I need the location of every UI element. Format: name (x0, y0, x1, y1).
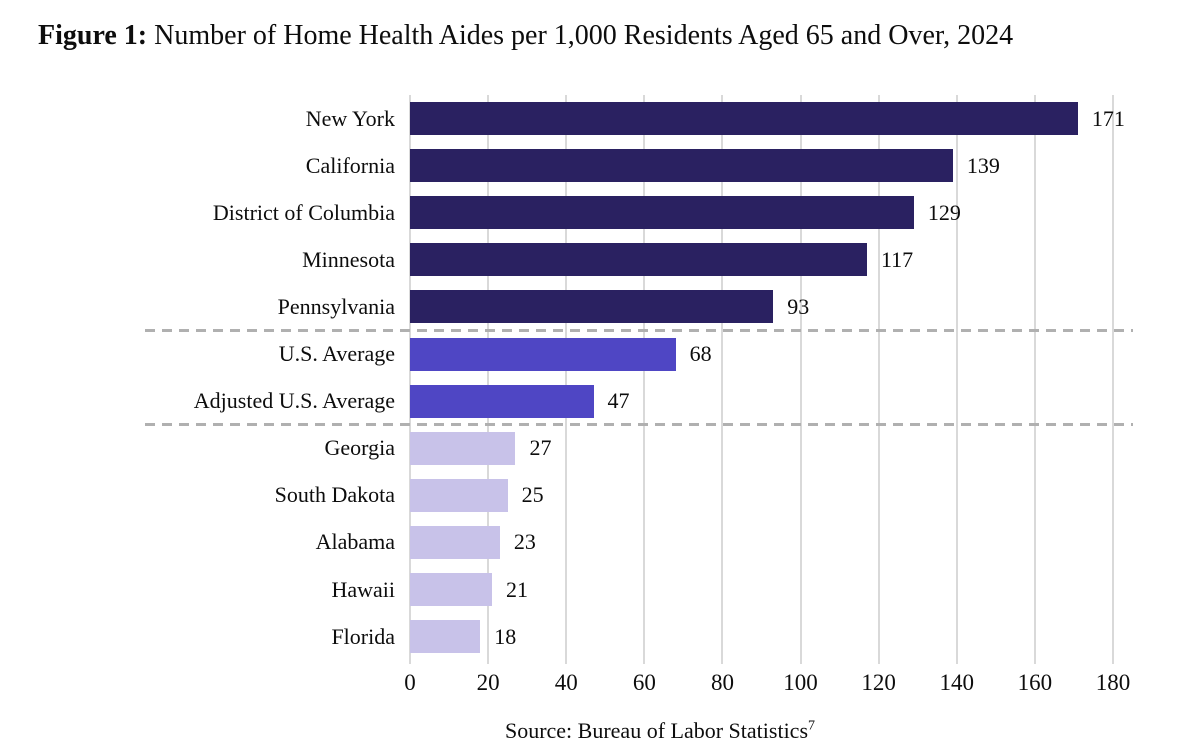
gridline-x-180 (1112, 95, 1114, 664)
bar-row-district-of-columbia: District of Columbia 129 (0, 189, 1200, 236)
gridline-x-60 (643, 95, 646, 664)
source-caption: Source: Bureau of Labor Statistics7 (160, 718, 1160, 744)
x-tick-label-80: 80 (710, 670, 734, 695)
x-tick-label-160: 160 (1017, 670, 1053, 695)
x-axis: 0 20 40 60 80 100 120 140 160 180 (0, 670, 1200, 704)
bar-track: 21 (410, 566, 1200, 613)
bar (410, 620, 481, 654)
category-label: New York (305, 105, 395, 131)
bar-value-label: 139 (966, 152, 1000, 178)
x-tick-label-40: 40 (554, 670, 578, 695)
bar-track: 27 (410, 425, 1200, 472)
bar (410, 573, 493, 607)
bar-row-u-s-average: U.S. Average 68 (0, 331, 1200, 378)
bar (410, 478, 508, 512)
bar-value-label: 23 (513, 529, 536, 555)
bar-track: 129 (410, 189, 1200, 236)
bar-row-florida: Florida 18 (0, 613, 1200, 660)
gridline-x-100 (799, 95, 802, 664)
source-footnote-marker: 7 (808, 718, 816, 734)
figure-title-text: Number of Home Health Aides per 1,000 Re… (147, 20, 1014, 51)
bar-track: 139 (410, 142, 1200, 189)
category-label: Minnesota (302, 246, 395, 272)
bar-value-label: 171 (1091, 105, 1125, 131)
bar-row-georgia: Georgia 27 (0, 425, 1200, 472)
category-label: Pennsylvania (277, 293, 395, 319)
source-text: Source: Bureau of Labor Statistics (504, 718, 809, 743)
bar-row-adjusted-u-s-average: Adjusted U.S. Average 47 (0, 378, 1200, 425)
category-label: Florida (331, 623, 395, 649)
category-label: Adjusted U.S. Average (193, 388, 395, 414)
bar-row-alabama: Alabama 23 (0, 519, 1200, 566)
bar-value-label: 129 (927, 199, 961, 225)
bar-track: 68 (410, 331, 1200, 378)
group-separator-1 (145, 329, 1133, 332)
gridline-x-140 (955, 95, 958, 664)
category-label: Georgia (324, 435, 395, 461)
bar-value-label: 68 (689, 341, 712, 367)
bar-value-label: 27 (529, 435, 552, 461)
bar-row-south-dakota: South Dakota 25 (0, 472, 1200, 519)
bar-chart-plot-area: New York 171 California 139 District of Colu… (0, 95, 1200, 665)
bar-track: 117 (410, 236, 1200, 283)
bar-track: 171 (410, 95, 1200, 142)
x-tick-label-140: 140 (939, 670, 975, 695)
category-label: Hawaii (331, 576, 395, 602)
gridline-x-0 (409, 95, 411, 664)
bar (410, 196, 914, 230)
bar (410, 431, 516, 465)
x-tick-label-120: 120 (861, 670, 896, 695)
gridline-x-160 (1033, 95, 1036, 664)
bar-row-california: California 139 (0, 142, 1200, 189)
category-label: California (305, 152, 395, 178)
bar (410, 149, 953, 183)
figure-title: Figure 1: Number of Home Health Aides pe… (38, 18, 1013, 53)
bar-track: 25 (410, 472, 1200, 519)
bar-row-minnesota: Minnesota 117 (0, 236, 1200, 283)
x-tick-label-100: 100 (783, 670, 818, 695)
x-tick-label-60: 60 (632, 670, 656, 695)
gridline-x-80 (721, 95, 724, 664)
x-tick-label-0: 0 (404, 670, 416, 695)
bar-track: 23 (410, 519, 1200, 566)
bar (410, 337, 676, 371)
x-tick-label-20: 20 (476, 670, 500, 695)
bar (410, 384, 594, 418)
bar-value-label: 47 (607, 388, 630, 414)
bar-row-new-york: New York 171 (0, 95, 1200, 142)
bar-value-label: 21 (506, 576, 529, 602)
x-tick-label-180: 180 (1095, 670, 1131, 695)
bar-row-hawaii: Hawaii 21 (0, 566, 1200, 613)
bar-track: 93 (410, 283, 1200, 330)
figure-title-prefix: Figure 1: (38, 20, 148, 51)
gridline-x-20 (487, 95, 490, 664)
bar (410, 290, 774, 324)
category-label: Alabama (315, 529, 395, 555)
bar-track: 47 (410, 378, 1200, 425)
bar-value-label: 117 (880, 246, 914, 272)
group-separator-2 (145, 423, 1133, 427)
bar (410, 525, 500, 559)
bar-row-pennsylvania: Pennsylvania 93 (0, 283, 1200, 330)
bar (410, 243, 867, 277)
category-label: U.S. Average (278, 341, 395, 367)
gridline-x-120 (877, 95, 880, 664)
bar-value-label: 25 (521, 482, 544, 508)
bar-value-label: 18 (494, 623, 517, 649)
bar (410, 102, 1078, 136)
bar-track: 18 (410, 613, 1200, 660)
category-label: District of Columbia (212, 199, 395, 225)
bar-value-label: 93 (787, 293, 810, 319)
category-label: South Dakota (274, 482, 395, 508)
gridline-x-40 (565, 95, 568, 664)
